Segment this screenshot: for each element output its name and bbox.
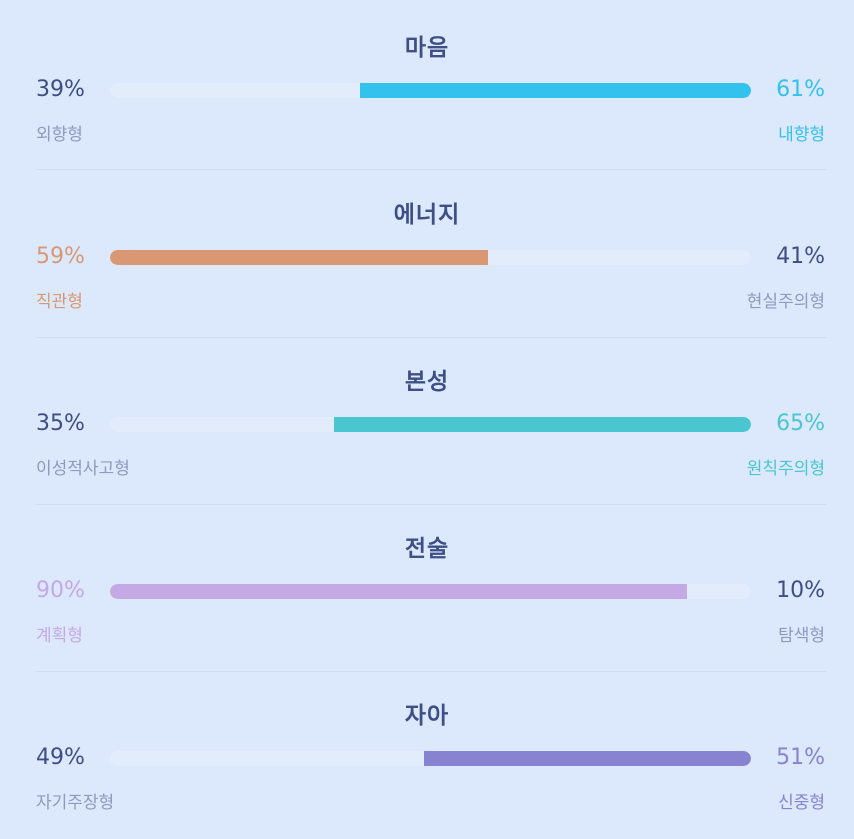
right-label: 신중형	[778, 793, 825, 813]
left-percent: 59%	[36, 244, 85, 269]
trait-bar-fill	[360, 83, 751, 98]
trait-bar-fill	[110, 250, 489, 265]
left-percent: 49%	[36, 745, 85, 770]
right-percent: 51%	[776, 745, 825, 770]
trait-bar-track	[110, 83, 751, 98]
trait-bar-track	[110, 751, 751, 766]
section-divider	[36, 169, 826, 170]
trait-title: 자아	[404, 703, 450, 729]
left-percent: 35%	[36, 411, 85, 436]
trait-bar-track	[110, 250, 751, 265]
trait-title: 전술	[404, 536, 450, 562]
left-percent: 39%	[36, 77, 85, 102]
section-divider	[36, 504, 826, 505]
trait-bar-track	[110, 417, 751, 432]
right-percent: 41%	[776, 244, 825, 269]
left-label: 외향형	[36, 125, 83, 145]
right-percent: 61%	[776, 77, 825, 102]
left-label: 계획형	[36, 626, 83, 646]
section-divider	[36, 671, 826, 672]
right-label: 탐색형	[778, 626, 825, 646]
left-label: 이성적사고형	[36, 459, 130, 479]
right-percent: 65%	[776, 411, 825, 436]
trait-section-mind: 마음 39% 61% 외향형 내향형	[0, 0, 854, 167]
left-label: 자기주장형	[36, 793, 115, 813]
trait-section-tactics: 전술 90% 10% 계획형 탐색형	[0, 501, 854, 668]
trait-title: 마음	[404, 35, 450, 61]
right-label: 현실주의형	[746, 292, 825, 312]
trait-section-nature: 본성 35% 65% 이성적사고형 원칙주의형	[0, 334, 854, 501]
right-label: 원칙주의형	[746, 459, 825, 479]
trait-bar-fill	[334, 417, 751, 432]
trait-bar-track	[110, 584, 751, 599]
trait-section-energy: 에너지 59% 41% 직관형 현실주의형	[0, 167, 854, 334]
trait-section-identity: 자아 49% 51% 자기주장형 신중형	[0, 668, 854, 835]
section-divider	[36, 337, 826, 338]
trait-bar-fill	[424, 751, 751, 766]
trait-title: 본성	[404, 369, 450, 395]
left-percent: 90%	[36, 578, 85, 603]
trait-bar-fill	[110, 584, 687, 599]
left-label: 직관형	[36, 292, 83, 312]
trait-title: 에너지	[393, 202, 461, 228]
right-label: 내향형	[778, 125, 825, 145]
right-percent: 10%	[776, 578, 825, 603]
